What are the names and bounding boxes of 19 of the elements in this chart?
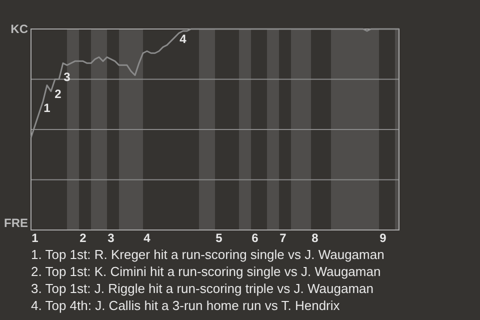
x-tick-label: 5 [216,231,223,245]
text: 1. Top 1st: R. Kreger hit a run-scoring single vs J. Waugaman [31,247,384,262]
annotation: 4 [180,32,187,46]
text: FRE [4,216,28,230]
x-tick-label: 6 [252,231,259,245]
x-tick-label: 3 [108,231,115,245]
annotation: 2 [54,87,62,102]
text: 4. Top 4th: J. Callis hit a 3-run home run vs T. Hendrix [31,298,340,313]
x-tick-label: 1 [32,231,39,245]
x-tick-label: 2 [80,231,87,245]
annotation: 3 [64,70,71,84]
annotation: 1 [44,101,51,116]
text: KC [10,22,28,36]
text: 3. Top 1st: J. Riggle hit a run-scoring triple vs J. Waugaman [31,281,374,296]
x-tick-label: 8 [312,231,319,245]
x-tick-label: 4 [144,231,151,245]
x-tick-label: 7 [280,231,287,245]
x-tick-label: 9 [380,231,387,245]
text: 2. Top 1st: K. Cimini hit a run-scoring single vs J. Waugaman [31,264,381,279]
